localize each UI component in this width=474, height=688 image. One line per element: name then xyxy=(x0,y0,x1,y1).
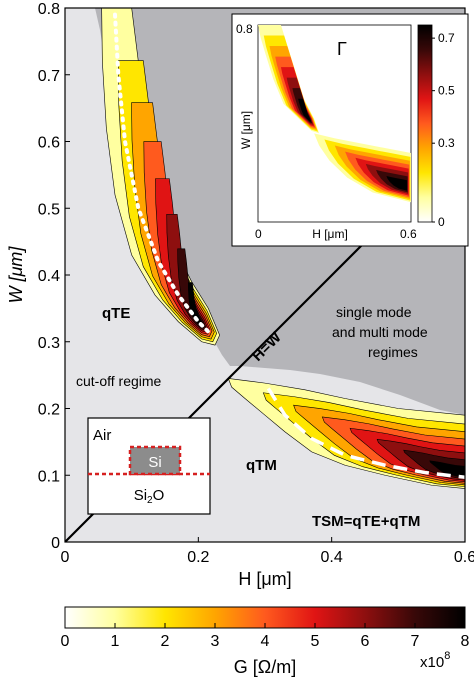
si-core xyxy=(128,445,182,476)
cbar-tick-label: 7 xyxy=(411,633,420,650)
qtm-label: qTM xyxy=(246,457,277,474)
qtm-maximum-line xyxy=(266,387,465,479)
y-tick-label: 0.5 xyxy=(38,201,60,218)
cbar-tick-label: 2 xyxy=(161,633,170,650)
main-x-ticks: 0 0.2 0.4 0.6 xyxy=(61,537,474,566)
cutoff-regime-label: cut-off regime xyxy=(76,373,162,389)
inset-y-tick-max: 0.8 xyxy=(236,22,253,36)
inset-x-tick-min: 0 xyxy=(255,227,262,241)
main-x-axis-label: H [μm] xyxy=(238,569,291,589)
colorbar-multiplier-base: x10 xyxy=(420,654,444,671)
inset-y-axis-label: W [μm] xyxy=(239,111,253,149)
cbar-tick-label: 4 xyxy=(261,633,270,650)
colorbar-multiplier: x108 xyxy=(420,650,450,671)
inset-cbar-tick-label: 0.5 xyxy=(438,84,455,98)
qtm-region xyxy=(227,378,465,489)
qte-region xyxy=(101,8,220,346)
cbar-tick-label: 5 xyxy=(311,633,320,650)
gamma-inset: Γ 0.8 0 0.6 H [μm] W [μm] 0 0.3 0.5 0.7 xyxy=(231,13,469,247)
cbar-tick-label: 0 xyxy=(61,633,70,650)
si-label: Si xyxy=(148,454,161,471)
substrate-label-tail: O xyxy=(153,487,165,504)
inset-qte-region xyxy=(258,25,320,134)
inset-x-axis-label: H [μm] xyxy=(312,227,348,241)
tsm-label: TSM=qTE+qTM xyxy=(312,513,420,530)
qte-label: qTE xyxy=(102,305,130,322)
qte-maximum-line xyxy=(113,12,214,338)
inset-qte-band xyxy=(298,98,312,122)
waveguide-cross-section: Air Si Si2O xyxy=(87,417,211,515)
y-tick-label: 0.2 xyxy=(38,402,60,419)
y-tick-label: 0.1 xyxy=(38,468,60,485)
substrate-label-main: Si xyxy=(134,487,147,504)
y-tick-label: 0.3 xyxy=(38,335,60,352)
multimode-label-1: single mode xyxy=(336,304,412,320)
inset-colorbar xyxy=(417,24,433,223)
cbar-tick-label: 1 xyxy=(111,633,120,650)
colorbar-ticks: 0 1 2 3 4 5 6 7 8 xyxy=(61,623,470,650)
x-tick-label: 0.6 xyxy=(454,549,474,566)
substrate-label-sub: 2 xyxy=(147,495,153,506)
x-tick-label: 0 xyxy=(61,549,70,566)
inset-colorbar-ticks: 0 0.3 0.5 0.7 xyxy=(432,31,455,229)
substrate-label: Si2O xyxy=(134,487,165,506)
y-tick-label: 0.7 xyxy=(38,68,60,85)
inset-cbar-tick-label: 0.7 xyxy=(438,31,455,45)
x-tick-label: 0.4 xyxy=(321,549,343,566)
main-y-axis-label: W [μm] xyxy=(6,246,26,304)
colorbar-multiplier-exp: 8 xyxy=(444,650,450,662)
qtm-contour-band xyxy=(429,460,465,478)
cbar-tick-label: 3 xyxy=(211,633,220,650)
inset-cbar-tick-label: 0.3 xyxy=(438,136,455,150)
multimode-label-3: regimes xyxy=(368,344,418,360)
colorbar-label: G [Ω/m] xyxy=(234,657,296,677)
x-tick-label: 0.2 xyxy=(187,549,209,566)
y-tick-label: 0 xyxy=(51,535,60,552)
inset-title: Γ xyxy=(337,39,347,59)
qte-contour-band xyxy=(187,282,205,329)
y-tick-label: 0.4 xyxy=(38,268,60,285)
inset-qtm-band xyxy=(386,176,407,191)
inset-qtm-region xyxy=(314,133,411,203)
y-tick-label: 0.8 xyxy=(38,1,60,18)
cbar-tick-label: 8 xyxy=(461,633,470,650)
inset-cbar-tick-label: 0 xyxy=(438,215,445,229)
main-y-ticks: 0 0.1 0.2 0.3 0.4 0.5 0.6 0.7 0.8 xyxy=(38,1,70,552)
cbar-tick-label: 6 xyxy=(361,633,370,650)
multimode-label-2: and multi mode xyxy=(332,324,428,340)
inset-x-tick-max: 0.6 xyxy=(400,227,417,241)
y-tick-label: 0.6 xyxy=(38,135,60,152)
air-label: Air xyxy=(93,427,111,444)
